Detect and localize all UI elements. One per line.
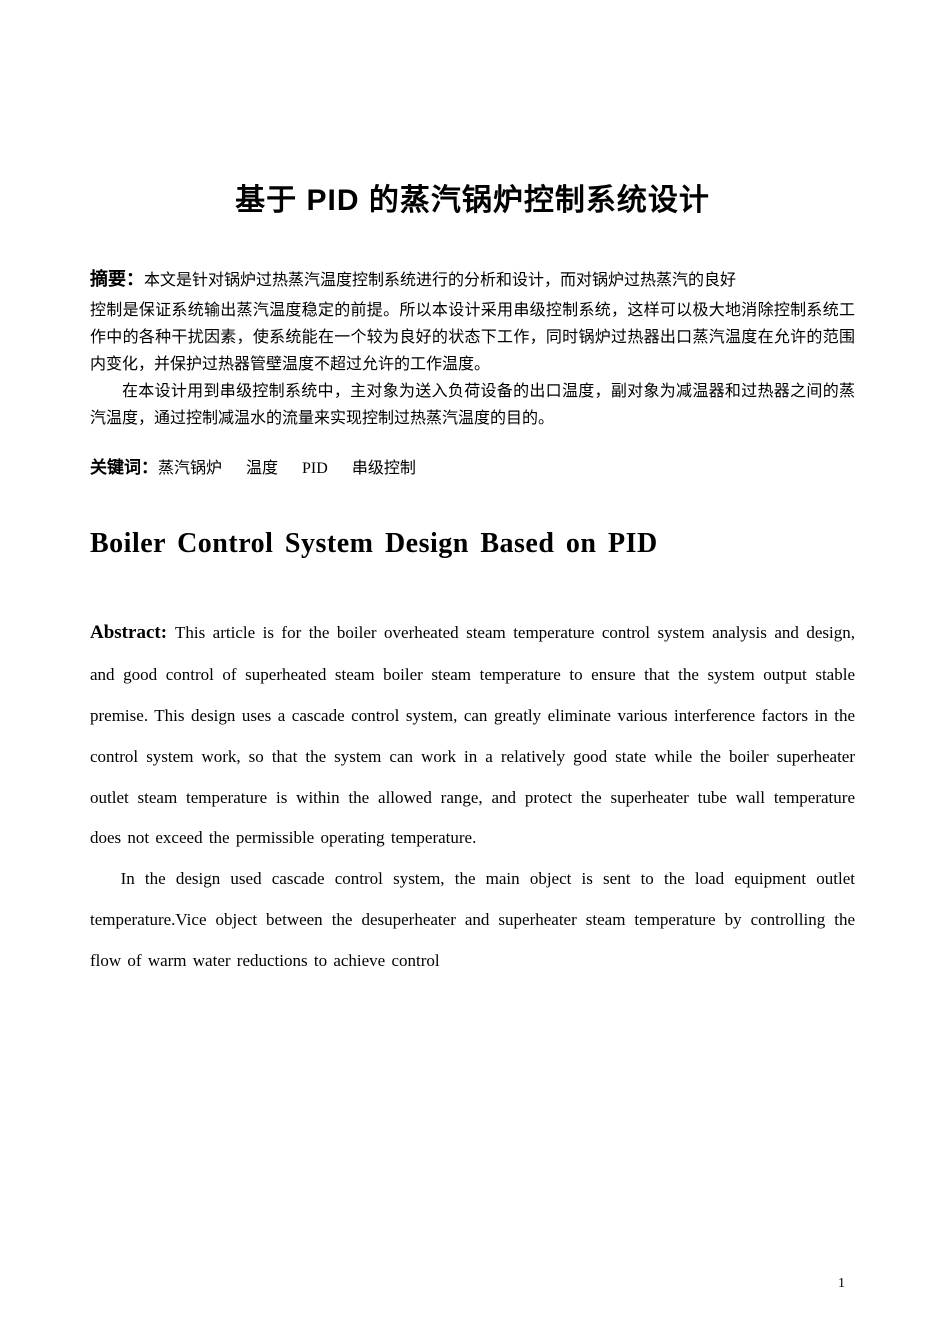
keyword-1: 蒸汽锅炉 bbox=[158, 460, 222, 477]
abstract-english: Abstract: This article is for the boiler… bbox=[90, 610, 855, 982]
abstract-cn-paragraph-2: 在本设计用到串级控制系统中，主对象为送入负荷设备的出口温度，副对象为减温器和过热… bbox=[90, 378, 855, 432]
abstract-en-label: Abstract: bbox=[90, 622, 175, 643]
abstract-cn-p1-inline: 本文是针对锅炉过热蒸汽温度控制系统进行的分析和设计，而对锅炉过热蒸汽的良好 bbox=[144, 272, 736, 289]
abstract-en-paragraph-2: In the design used cascade control syste… bbox=[90, 859, 855, 981]
keywords-cn-label: 关键词： bbox=[90, 458, 158, 477]
abstract-cn-p1-rest: 控制是保证系统输出蒸汽温度稳定的前提。所以本设计采用串级控制系统，这样可以极大地… bbox=[90, 297, 855, 379]
title-chinese: 基于 PID 的蒸汽锅炉控制系统设计 bbox=[90, 175, 855, 219]
abstract-chinese: 摘要：本文是针对锅炉过热蒸汽温度控制系统进行的分析和设计，而对锅炉过热蒸汽的良好… bbox=[90, 264, 855, 433]
keywords-chinese: 关键词：蒸汽锅炉 温度 PID 串级控制 bbox=[90, 453, 855, 478]
abstract-cn-paragraph-1: 摘要：本文是针对锅炉过热蒸汽温度控制系统进行的分析和设计，而对锅炉过热蒸汽的良好 bbox=[90, 264, 855, 295]
keyword-4: 串级控制 bbox=[352, 460, 416, 477]
abstract-en-p1-text: This article is for the boiler overheate… bbox=[90, 623, 855, 848]
abstract-cn-label: 摘要： bbox=[90, 269, 144, 289]
page-number: 1 bbox=[838, 1276, 845, 1292]
keyword-2: 温度 bbox=[246, 460, 278, 477]
abstract-en-paragraph-1: Abstract: This article is for the boiler… bbox=[90, 610, 855, 860]
keyword-3: PID bbox=[302, 460, 328, 477]
keywords-cn-items: 蒸汽锅炉 温度 PID 串级控制 bbox=[158, 460, 416, 477]
title-english: Boiler Control System Design Based on PI… bbox=[90, 528, 855, 560]
